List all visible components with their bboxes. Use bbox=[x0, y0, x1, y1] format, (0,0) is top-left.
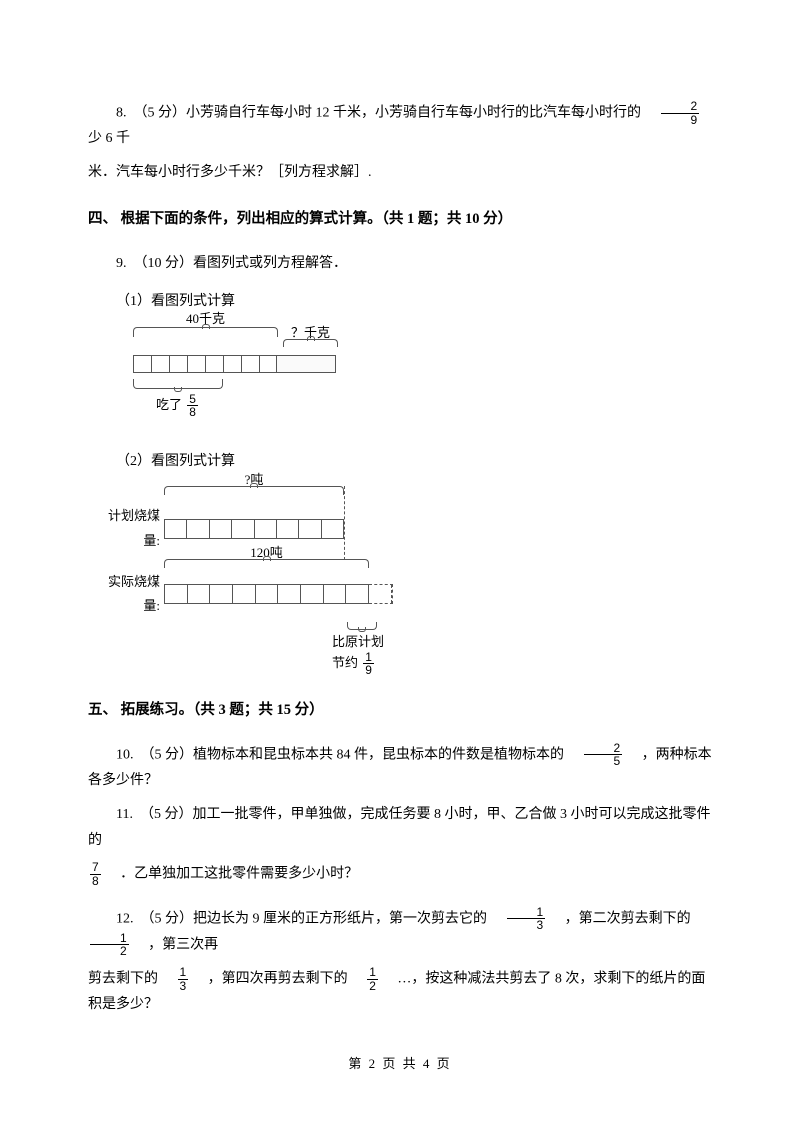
fraction-1-2: 12 bbox=[367, 966, 378, 992]
fig2-vline-dashed bbox=[344, 486, 345, 560]
segment bbox=[241, 355, 259, 373]
segment bbox=[187, 520, 209, 538]
segment bbox=[324, 585, 347, 603]
fig2-top-row: ?吨 bbox=[92, 486, 422, 504]
q8-line2: 米．汽车每小时行多少千米？［列方程求解］. bbox=[88, 160, 712, 186]
fraction-1-3: 13 bbox=[507, 906, 546, 932]
segment bbox=[233, 585, 256, 603]
segment bbox=[169, 355, 187, 373]
fig2-actual-label: 实际烧煤量: bbox=[92, 570, 164, 618]
fraction-7-8: 7 8 bbox=[90, 861, 101, 887]
q9-sub2: （2）看图列式计算 bbox=[88, 449, 712, 475]
segment-dashed bbox=[369, 585, 392, 603]
fraction-2-9: 2 9 bbox=[661, 100, 700, 126]
question-11-line1: 11. （5 分）加工一批零件，甲单独做，完成任务要 8 小时，甲、乙合做 3 … bbox=[88, 802, 712, 854]
segment bbox=[210, 585, 233, 603]
q10-text-a: 10. （5 分）植物标本和昆虫标本共 84 件，昆虫标本的件数是植物标本的 bbox=[116, 747, 578, 762]
fig1-under-bracket: 吃了 5 8 bbox=[133, 379, 223, 389]
segment bbox=[188, 585, 211, 603]
segment bbox=[346, 585, 368, 603]
q9-sub1: （1）看图列式计算 bbox=[88, 289, 712, 315]
segment bbox=[165, 520, 187, 538]
figure-2-bar-diagram: ?吨 计划烧煤量: 120吨 实际烧煤量: bbox=[92, 486, 422, 676]
segment bbox=[299, 520, 321, 538]
fig1-segments bbox=[133, 355, 336, 373]
bracket-icon bbox=[164, 559, 369, 568]
fig2-actual-bar bbox=[164, 584, 369, 604]
fig2-top-bracket: ?吨 bbox=[164, 486, 344, 495]
section-5-title: 五、 拓展练习。（共 3 题；共 15 分） bbox=[88, 697, 712, 724]
question-10: 10. （5 分）植物标本和昆虫标本共 84 件，昆虫标本的件数是植物标本的 2… bbox=[88, 742, 712, 794]
fig2-under-bracket bbox=[347, 622, 377, 630]
segment bbox=[301, 585, 324, 603]
segment bbox=[223, 355, 241, 373]
segment-unknown bbox=[276, 355, 336, 373]
fig1-top-bracket: 40千克 bbox=[133, 327, 278, 337]
page-content: 8. （5 分）小芳骑自行车每小时 12 千米，小芳骑自行车每小时行的比汽车每小… bbox=[88, 0, 712, 1018]
segment bbox=[259, 355, 277, 373]
bracket-icon bbox=[347, 622, 377, 630]
segment bbox=[322, 520, 343, 538]
figure-1-bar-diagram: 40千克 ？千克 吃了 5 8 bbox=[118, 327, 358, 437]
segment bbox=[133, 355, 151, 373]
bracket-icon bbox=[283, 339, 338, 347]
fig2-note: 比原计划 节约 1 9 bbox=[332, 634, 422, 677]
fig2-inner: ?吨 计划烧煤量: 120吨 实际烧煤量: bbox=[92, 486, 422, 617]
segment bbox=[187, 355, 205, 373]
segment bbox=[165, 585, 188, 603]
fraction-1-3: 13 bbox=[178, 966, 189, 992]
question-11-line2: 7 8 ．乙单独加工这批零件需要多少小时？ bbox=[88, 861, 712, 887]
segment bbox=[151, 355, 169, 373]
segment bbox=[210, 520, 232, 538]
fraction-1-9: 1 9 bbox=[363, 651, 374, 677]
page-footer: 第 2 页 共 4 页 bbox=[0, 1052, 800, 1076]
fraction-2-5: 2 5 bbox=[584, 742, 623, 768]
fig1-bottom-label: 吃了 5 8 bbox=[156, 393, 200, 419]
fraction-1-2: 12 bbox=[90, 932, 129, 958]
bracket-icon bbox=[133, 379, 223, 389]
section-4-title: 四、 根据下面的条件，列出相应的算式计算。（共 1 题；共 10 分） bbox=[88, 206, 712, 233]
fig2-row-actual: 实际烧煤量: bbox=[92, 570, 422, 618]
segment bbox=[278, 585, 301, 603]
segment bbox=[255, 520, 277, 538]
segment bbox=[277, 520, 299, 538]
bracket-icon bbox=[164, 486, 344, 495]
fig1-right-bracket: ？千克 bbox=[283, 339, 338, 347]
fig2-mid-bracket: 120吨 bbox=[164, 559, 369, 568]
fraction-5-8: 5 8 bbox=[187, 393, 198, 419]
question-12-line1: 12. （5 分）把边长为 9 厘米的正方形纸片，第一次剪去它的 13 ，第二次… bbox=[88, 906, 712, 958]
question-8: 8. （5 分）小芳骑自行车每小时 12 千米，小芳骑自行车每小时行的比汽车每小… bbox=[88, 100, 712, 152]
fig2-plan-label: 计划烧煤量: bbox=[92, 504, 164, 552]
segment bbox=[256, 585, 279, 603]
fig2-plan-bar bbox=[164, 519, 344, 539]
segment bbox=[205, 355, 223, 373]
question-12-line2: 剪去剩下的 13 ，第四次再剪去剩下的 12 …，按这种减法共剪去了 8 次，求… bbox=[88, 966, 712, 1018]
segment bbox=[232, 520, 254, 538]
q8-text-a: 8. （5 分）小芳骑自行车每小时 12 千米，小芳骑自行车每小时行的比汽车每小… bbox=[116, 105, 655, 120]
bracket-icon bbox=[133, 327, 278, 337]
question-9: 9. （10 分）看图列式或列方程解答． bbox=[88, 251, 712, 277]
fig2-dash-extension bbox=[369, 584, 393, 604]
